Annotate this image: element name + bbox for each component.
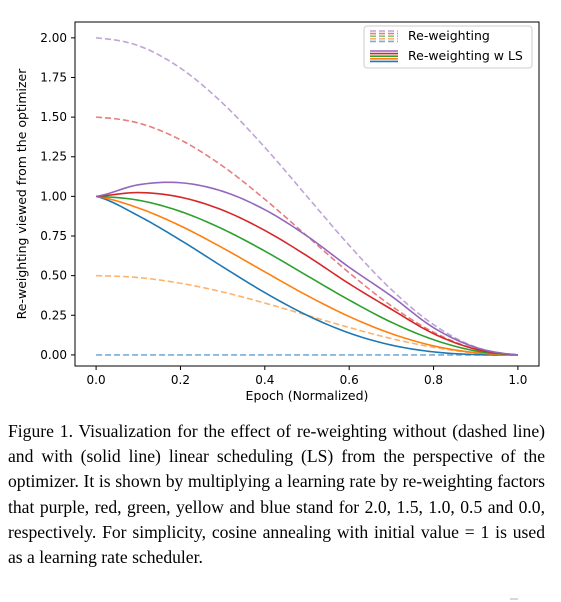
x-tick-label: 0.2 [171, 373, 190, 387]
x-axis-label: Epoch (Normalized) [246, 388, 369, 403]
legend: Re-weighting Re-weighting w LS [363, 25, 533, 69]
y-tick-label: 0.50 [40, 269, 67, 283]
dashed-series-line-2 [96, 274, 518, 356]
line-chart: 0.0 0.2 0.4 0.6 0.8 1.0 0.00 0.25 0.50 0.75 1.00 1… [14, 21, 540, 403]
solid-series-line-6 [96, 195, 518, 356]
x-axis: 0.0 0.2 0.4 0.6 0.8 1.0 [87, 366, 527, 387]
y-tick-label: 2.00 [40, 31, 67, 45]
x-tick-label: 1.0 [508, 373, 527, 387]
plot-frame [74, 21, 540, 367]
legend-label-solid: Re-weighting w LS [408, 48, 523, 63]
solid-series-line-8 [95, 181, 518, 356]
y-tick-label: 0.25 [40, 308, 67, 322]
x-tick-label: 0.6 [340, 373, 359, 387]
y-tick-label: 1.00 [40, 189, 67, 203]
y-tick-label: 1.50 [40, 110, 67, 124]
page-mark [510, 598, 518, 600]
y-tick-label: 0.75 [40, 229, 67, 243]
y-axis: 0.00 0.25 0.50 0.75 1.00 1.25 1.50 1.75 2.00 [40, 31, 75, 362]
solid-series-line-5 [95, 195, 518, 356]
legend-label-dashed: Re-weighting [408, 28, 490, 43]
y-tick-label: 0.00 [40, 348, 67, 362]
x-tick-label: 0.0 [87, 373, 106, 387]
y-tick-label: 1.25 [40, 150, 67, 164]
series-layer [95, 37, 518, 356]
legend-swatch-solid [370, 50, 398, 63]
x-tick-label: 0.4 [255, 373, 274, 387]
dashed-series-line-0 [96, 37, 518, 356]
figure-caption: Figure 1. Visualization for the effect o… [8, 421, 545, 568]
solid-series-line-7 [96, 191, 518, 356]
y-axis-label: Re-weighting viewed from the optimizer [14, 68, 29, 320]
legend-swatch-dashed [370, 30, 398, 43]
y-tick-label: 1.75 [40, 70, 67, 84]
solid-series-line-4 [95, 195, 518, 356]
legend-box [363, 25, 533, 69]
x-tick-label: 0.8 [424, 373, 443, 387]
